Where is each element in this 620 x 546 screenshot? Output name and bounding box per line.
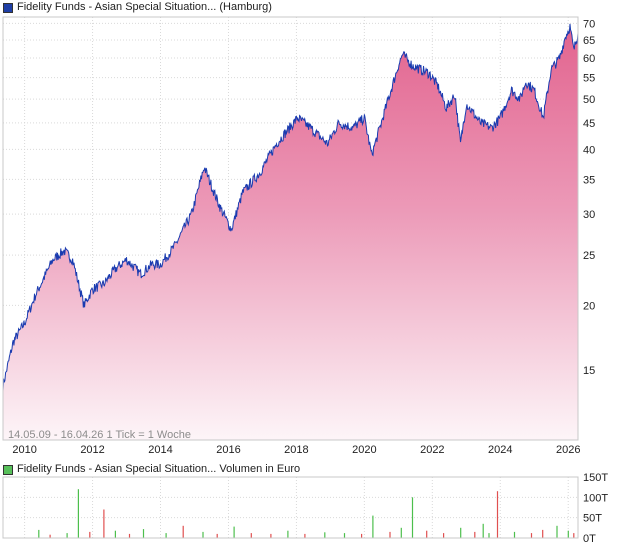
price-y-tick-label: 60 xyxy=(583,53,595,65)
volume-bar xyxy=(128,533,131,538)
volume-bar xyxy=(250,533,252,538)
volume-bar xyxy=(372,515,374,538)
volume-bar xyxy=(114,530,116,538)
volume-legend: Fidelity Funds - Asian Special Situation… xyxy=(3,463,300,476)
volume-bar xyxy=(66,533,68,538)
volume-bar xyxy=(216,533,218,538)
volume-y-tick-label: 0T xyxy=(583,533,596,545)
price-x-tick-label: 2020 xyxy=(352,444,376,456)
volume-bar xyxy=(202,531,204,538)
volume-bar xyxy=(460,527,462,538)
volume-bar xyxy=(530,533,533,538)
volume-bar xyxy=(270,533,272,538)
volume-bar xyxy=(542,529,544,538)
price-x-tick-label: 2022 xyxy=(420,444,444,456)
price-x-tick-label: 2026 xyxy=(556,444,580,456)
price-y-tick-label: 15 xyxy=(583,365,595,377)
volume-bar xyxy=(556,525,558,538)
volume-bar xyxy=(400,527,402,538)
volume-y-tick-label: 150T xyxy=(583,472,608,484)
volume-bar xyxy=(567,530,569,538)
volume-bar xyxy=(573,533,575,538)
volume-bar xyxy=(482,523,484,538)
volume-bar xyxy=(233,526,235,538)
volume-bar xyxy=(361,533,363,538)
volume-y-tick-label: 100T xyxy=(583,492,608,504)
volume-bar xyxy=(324,532,326,538)
volume-bar xyxy=(165,533,167,538)
volume-bar xyxy=(443,533,445,538)
price-y-tick-label: 25 xyxy=(583,250,595,262)
price-x-tick-label: 2010 xyxy=(12,444,36,456)
price-x-tick-label: 2012 xyxy=(80,444,104,456)
volume-bar xyxy=(49,534,51,538)
volume-bar xyxy=(496,491,499,538)
volume-legend-swatch xyxy=(3,464,13,475)
price-y-tick-label: 50 xyxy=(583,94,595,106)
price-plot-border xyxy=(2,16,579,441)
price-x-tick-label: 2024 xyxy=(488,444,512,456)
price-y-tick-label: 20 xyxy=(583,300,595,312)
price-area xyxy=(3,23,578,441)
price-frame xyxy=(2,16,579,441)
volume-bar xyxy=(513,531,516,538)
volume-bar xyxy=(304,533,306,538)
volume-y-ticks: 0T 50T 100T 150T xyxy=(583,472,608,545)
volume-bar xyxy=(343,533,346,538)
volume-bar xyxy=(77,489,79,538)
price-x-tick-label: 2016 xyxy=(216,444,240,456)
price-y-tick-label: 40 xyxy=(583,144,595,156)
volume-bar xyxy=(38,529,40,538)
price-area-layer xyxy=(2,23,579,441)
price-y-tick-label: 55 xyxy=(583,73,595,85)
volume-bar xyxy=(103,509,105,538)
volume-plot-border xyxy=(2,476,579,539)
price-y-tick-label: 35 xyxy=(583,174,595,186)
volume-bar xyxy=(426,530,428,538)
volume-bar xyxy=(488,533,490,538)
price-line xyxy=(2,23,579,391)
price-legend-label: Fidelity Funds - Asian Special Situation… xyxy=(17,1,272,13)
volume-bar xyxy=(474,531,476,538)
volume-bars xyxy=(38,489,575,538)
volume-bar xyxy=(411,497,414,538)
price-x-tick-label: 2014 xyxy=(148,444,172,456)
price-y-ticks: 15 20 25 30 35 40 45 50 55 60 65 70 xyxy=(583,18,595,377)
volume-bar xyxy=(287,530,289,538)
price-y-tick-label: 70 xyxy=(583,18,595,30)
volume-frame xyxy=(2,476,579,539)
price-legend: Fidelity Funds - Asian Special Situation… xyxy=(3,1,272,14)
price-x-ticks: 2010 2012 2014 2016 2018 2020 2022 2024 2026 xyxy=(12,444,580,456)
info-text: 14.05.09 - 16.04.26 1 Tick = 1 Woche xyxy=(8,429,191,441)
price-y-tick-label: 65 xyxy=(583,35,595,47)
volume-bar xyxy=(389,531,391,538)
price-y-tick-label: 30 xyxy=(583,209,595,221)
volume-grid xyxy=(3,476,578,539)
volume-y-tick-label: 50T xyxy=(583,513,602,525)
price-legend-swatch xyxy=(3,2,13,13)
volume-bar xyxy=(89,531,91,538)
volume-legend-label: Fidelity Funds - Asian Special Situation… xyxy=(17,463,301,475)
volume-bar xyxy=(182,525,184,538)
price-y-tick-label: 45 xyxy=(583,118,595,130)
volume-bar xyxy=(142,529,145,538)
price-x-tick-label: 2018 xyxy=(284,444,308,456)
